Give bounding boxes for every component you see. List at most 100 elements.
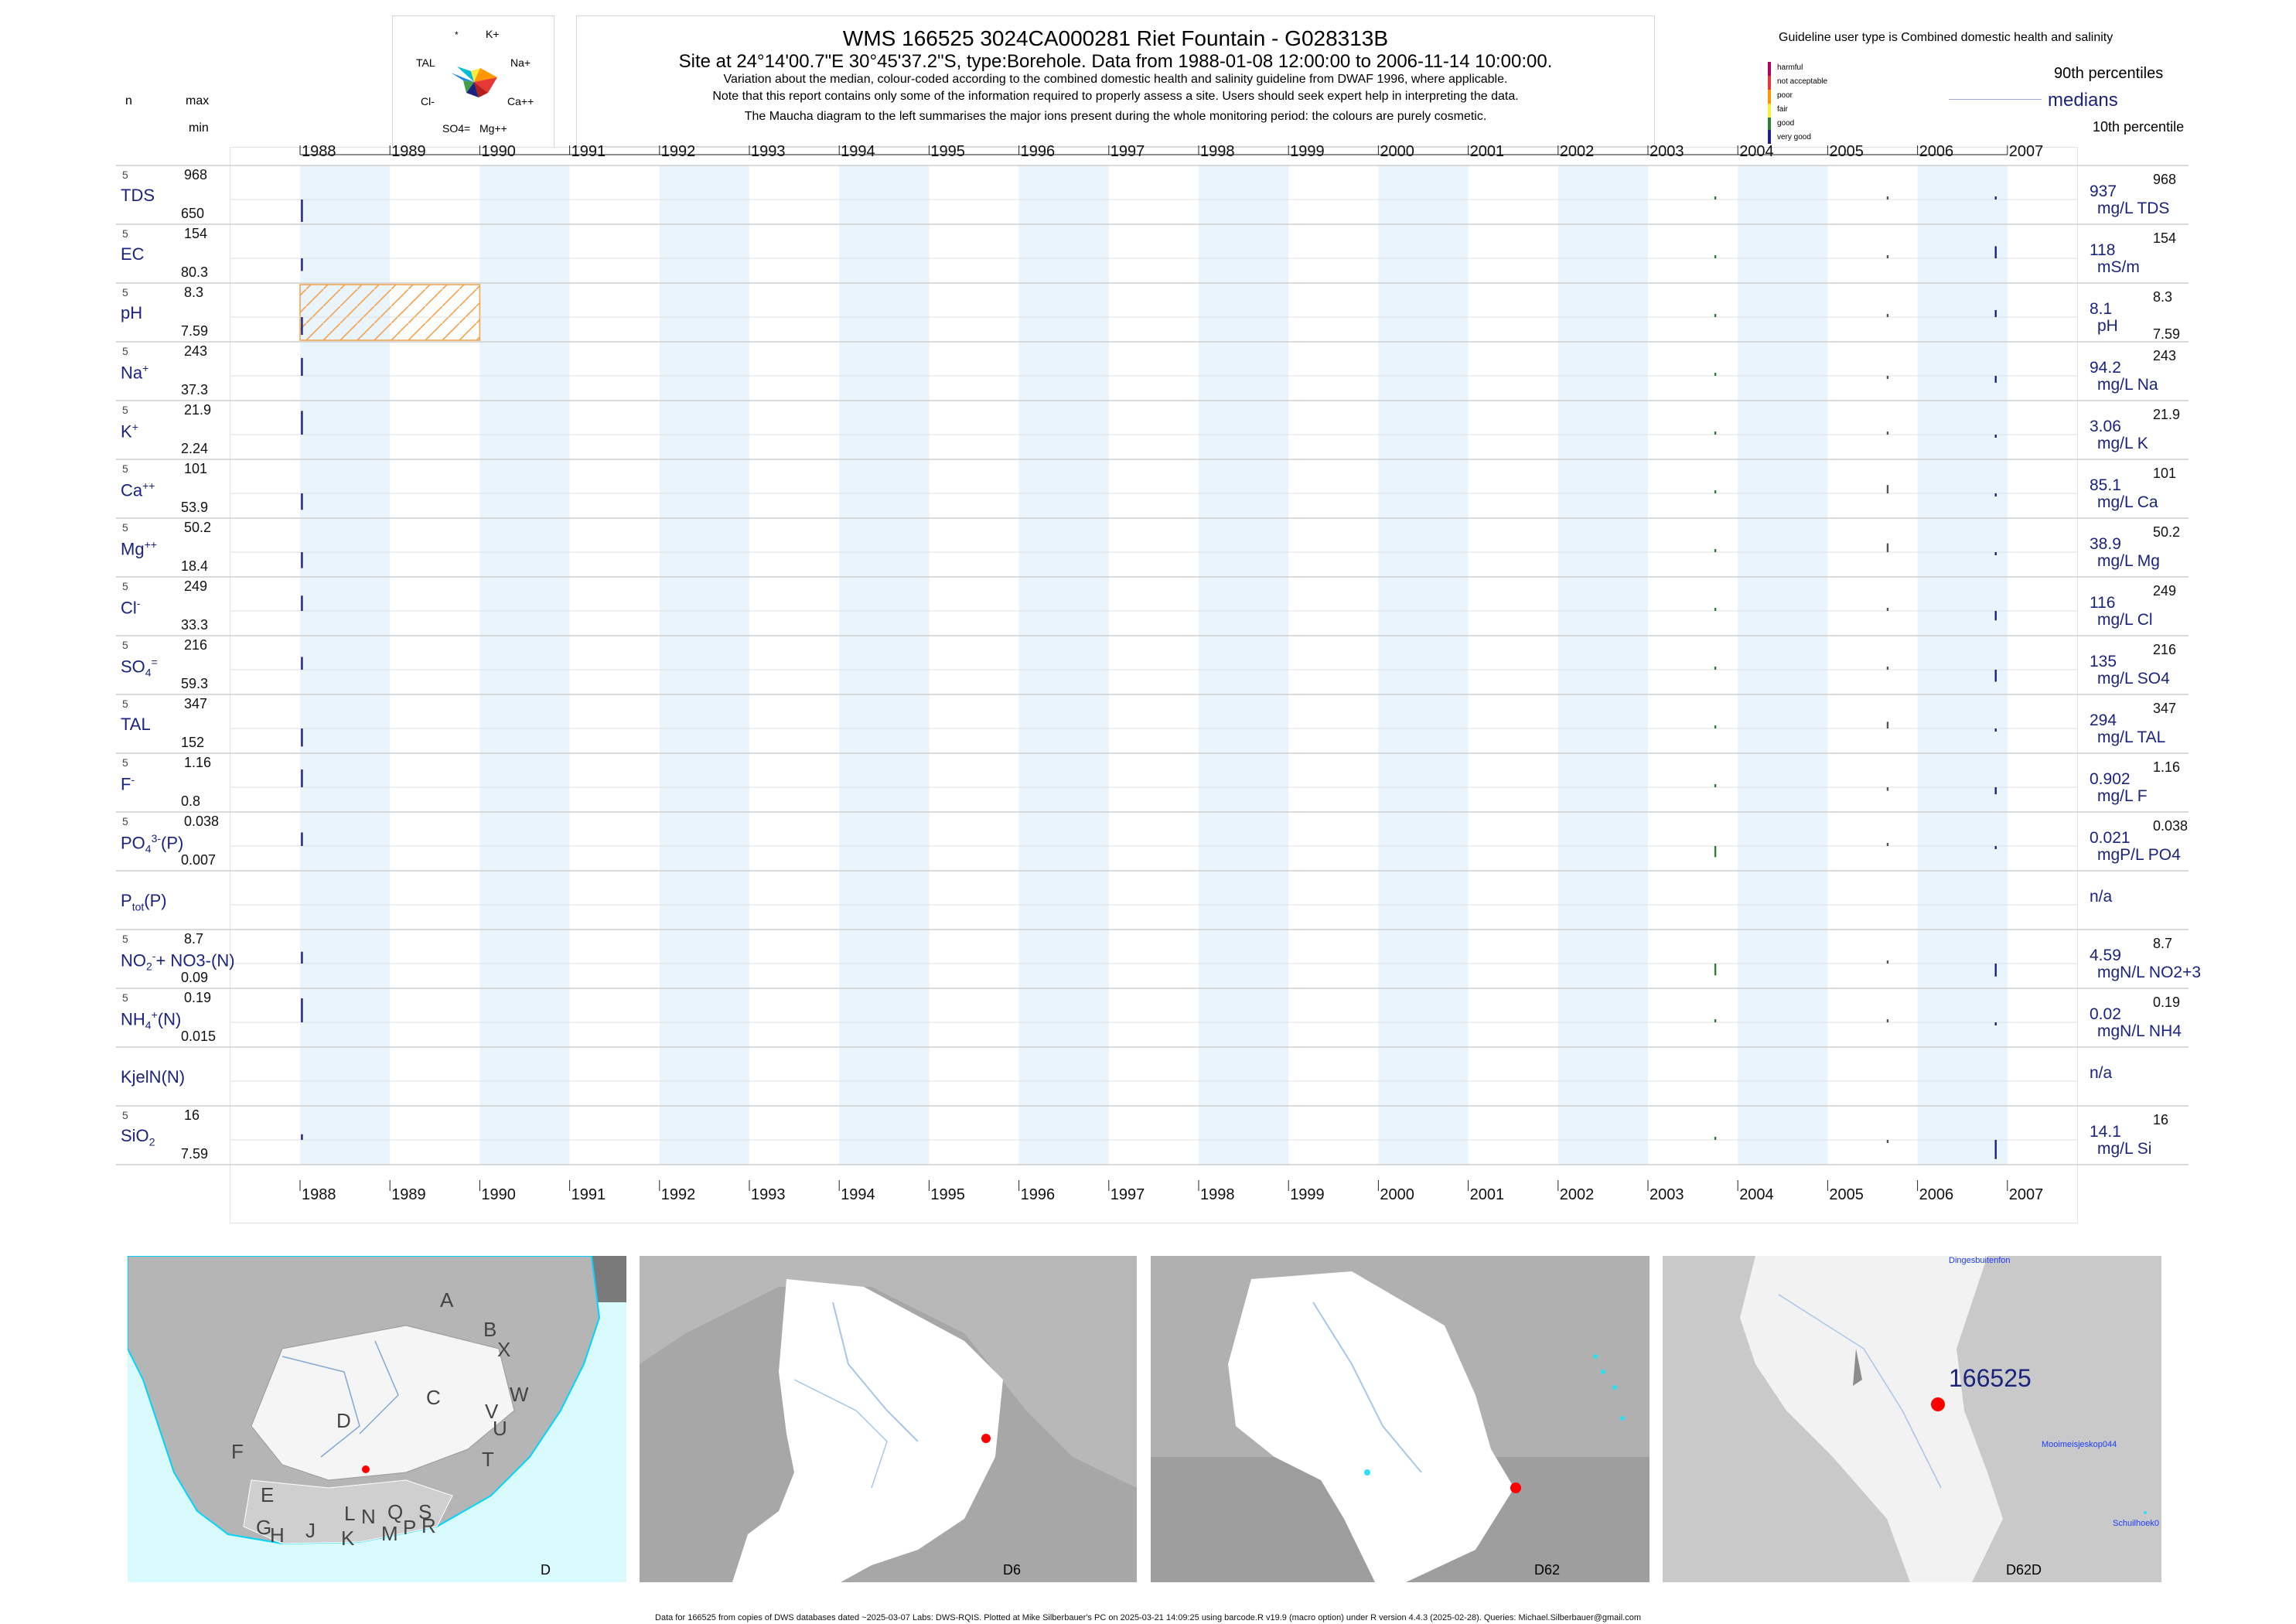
sample-count: 5 xyxy=(122,169,128,181)
sample-bar xyxy=(1714,964,1717,976)
year-label: 1998 xyxy=(1200,1186,1235,1203)
parameter-label: Ptot(P) xyxy=(121,891,167,913)
median-value: 38.9 xyxy=(2090,535,2121,553)
maucha-segment xyxy=(451,73,474,82)
sample-bar xyxy=(301,552,303,568)
legend-class: fair xyxy=(1777,105,1788,114)
year-label: 1990 xyxy=(481,143,516,160)
maucha-label: SO4= xyxy=(442,122,470,135)
right-max-value: 1.16 xyxy=(2153,759,2181,775)
catchment-letter: T xyxy=(482,1448,494,1471)
sample-count: 5 xyxy=(122,227,128,240)
parameter-label: NH4+(N) xyxy=(121,1008,182,1032)
median-value: n/a xyxy=(2090,888,2113,906)
sample-bar xyxy=(1886,314,1889,317)
sample-bar xyxy=(1886,1140,1889,1143)
year-band xyxy=(1557,165,1648,1165)
sample-bar xyxy=(1714,490,1717,493)
parameter-label: TAL xyxy=(121,715,151,734)
max-value: 347 xyxy=(184,696,208,711)
year-label: 2004 xyxy=(1739,143,1774,160)
report-note: The Maucha diagram to the left summarise… xyxy=(744,110,1487,123)
year-label: 1991 xyxy=(571,1186,606,1203)
sample-bar xyxy=(1994,846,1997,849)
sample-bar xyxy=(301,411,303,435)
legend-p90: 90th percentiles xyxy=(2054,65,2164,82)
median-value: 4.59 xyxy=(2090,947,2121,964)
year-label: 1998 xyxy=(1200,143,1235,160)
sample-bar xyxy=(301,951,303,964)
sample-bar xyxy=(301,357,303,376)
year-band xyxy=(1199,165,1289,1165)
catchment-letter: B xyxy=(483,1318,497,1341)
sample-bar xyxy=(301,317,303,335)
min-value: 0.007 xyxy=(181,852,217,868)
right-max-value: 243 xyxy=(2153,348,2177,363)
sample-count: 5 xyxy=(122,580,128,592)
legend-p10: 10th percentile xyxy=(2093,119,2185,135)
parameter-label: KjelN(N) xyxy=(121,1067,186,1087)
sample-bar xyxy=(1714,255,1717,258)
maucha-segment xyxy=(466,82,479,97)
sample-bar xyxy=(301,728,303,747)
sample-bar xyxy=(1886,376,1889,379)
max-value: 101 xyxy=(184,461,208,476)
year-band xyxy=(659,165,749,1165)
sample-bar xyxy=(301,998,303,1022)
site-marker xyxy=(1931,1397,1945,1411)
sample-bar xyxy=(1714,608,1717,611)
median-value: n/a xyxy=(2090,1064,2113,1082)
unit-label: mg/L Mg xyxy=(2097,552,2160,570)
unit-label: mgP/L PO4 xyxy=(2097,846,2181,864)
median-value: 0.021 xyxy=(2090,829,2131,847)
right-max-value: 8.3 xyxy=(2153,289,2173,305)
median-value: 94.2 xyxy=(2090,359,2121,377)
year-label: 2005 xyxy=(1829,143,1864,160)
catchment-letter: J xyxy=(305,1519,316,1542)
max-value: 16 xyxy=(184,1107,200,1123)
maucha-label: Cl- xyxy=(421,95,435,107)
map-caption: D xyxy=(541,1562,551,1578)
unit-label: mg/L F xyxy=(2097,787,2148,805)
right-max-value: 216 xyxy=(2153,642,2177,657)
min-value: 152 xyxy=(181,735,205,750)
min-value: 0.8 xyxy=(181,793,201,809)
parameter-label: EC xyxy=(121,244,145,264)
maucha-diagram: * K+ TAL Na+ Cl- Ca++ SO4= Mg++ xyxy=(416,28,534,135)
year-label: 2000 xyxy=(1380,1186,1414,1203)
sample-bar xyxy=(1714,667,1717,670)
catchment-letter: L xyxy=(344,1502,356,1525)
year-label: 2002 xyxy=(1559,1186,1595,1203)
year-label: 1995 xyxy=(930,143,965,160)
sample-bar xyxy=(1714,373,1717,376)
year-label: 2003 xyxy=(1650,1186,1684,1203)
report-subtitle: Site at 24°14'00.7"E 30°45'37.2"S, type:… xyxy=(678,51,1553,72)
year-label: 2006 xyxy=(1919,143,1954,160)
max-value: 0.19 xyxy=(184,990,212,1005)
sample-bar xyxy=(1886,787,1889,791)
year-label: 2000 xyxy=(1380,143,1414,160)
legend-class: good xyxy=(1777,119,1795,128)
site-label: 166525 xyxy=(1949,1364,2032,1392)
maucha-label: K+ xyxy=(486,28,500,40)
catchment-letter: S xyxy=(418,1500,432,1523)
parameter-label: SO4= xyxy=(121,656,158,679)
right-min-value: 7.59 xyxy=(2153,326,2181,342)
unit-label: mg/L TDS xyxy=(2097,200,2170,217)
year-label: 2004 xyxy=(1739,1186,1774,1203)
sample-bar xyxy=(1994,196,1997,200)
max-value: 8.3 xyxy=(184,285,204,300)
parameter-label: NO2-+ NO3-(N) xyxy=(121,950,235,973)
site-marker xyxy=(981,1434,991,1443)
sample-bar xyxy=(1886,543,1889,552)
site-marker xyxy=(362,1465,370,1473)
report-note: Note that this report contains only some… xyxy=(712,90,1519,103)
sample-bar xyxy=(1994,552,1997,555)
catchment-letter: W xyxy=(510,1383,529,1406)
barcode-chart xyxy=(116,145,2189,1191)
right-max-value: 249 xyxy=(2153,583,2177,599)
year-label: 1993 xyxy=(751,1186,786,1203)
year-band xyxy=(839,165,930,1165)
catchment-letter: R xyxy=(421,1514,436,1537)
catchment-letter: E xyxy=(261,1483,275,1506)
